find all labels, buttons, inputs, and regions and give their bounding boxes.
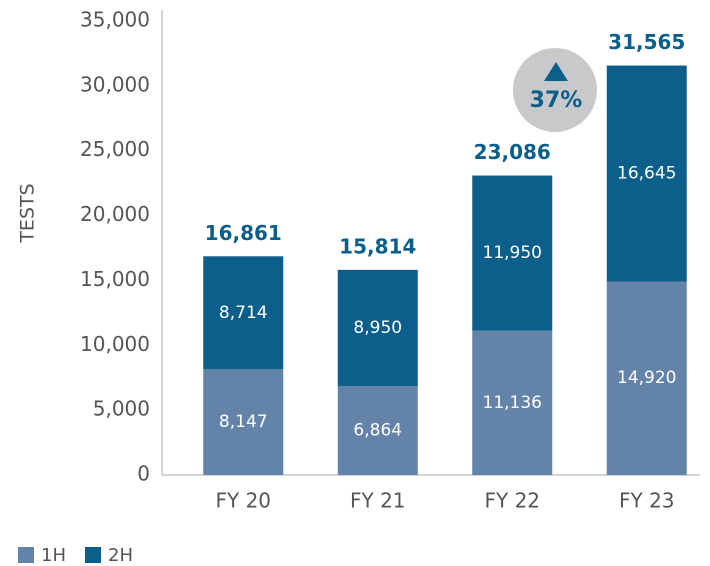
y-tick-label: 5,000 <box>93 397 150 421</box>
y-axis-label: TESTS <box>17 183 39 243</box>
x-tick-label: FY 22 <box>484 489 540 513</box>
total-label: 31,565 <box>608 30 685 54</box>
segment-label: 11,136 <box>483 393 542 413</box>
bar-segment <box>606 65 687 282</box>
annotation-badge <box>513 48 597 132</box>
y-tick-label: 20,000 <box>80 202 150 226</box>
bar-segment <box>337 269 418 386</box>
legend-swatch <box>18 547 34 563</box>
segment-label: 8,714 <box>219 303 268 323</box>
y-tick-label: 0 <box>137 462 150 486</box>
legend-label: 1H <box>41 545 66 566</box>
segment-label: 11,950 <box>483 243 542 263</box>
y-tick-label: 25,000 <box>80 137 150 161</box>
y-tick-label: 15,000 <box>80 267 150 291</box>
legend-swatch <box>85 547 101 563</box>
bar-segment <box>203 369 284 475</box>
segment-label: 14,920 <box>617 368 676 388</box>
up-arrow <box>544 62 568 81</box>
total-label: 23,086 <box>474 140 551 164</box>
bar-segment <box>203 256 284 370</box>
annotation-text: 37% <box>530 88 583 113</box>
x-tick-label: FY 21 <box>350 489 406 513</box>
x-tick-label: FY 20 <box>215 489 271 513</box>
bar-segment <box>472 330 553 475</box>
x-tick-label: FY 23 <box>619 489 675 513</box>
y-tick-label: 10,000 <box>80 332 150 356</box>
bar-segment <box>472 175 553 331</box>
total-label: 16,861 <box>205 221 282 245</box>
y-tick-label: 35,000 <box>80 8 150 32</box>
y-tick-label: 30,000 <box>80 72 150 96</box>
segment-label: 8,147 <box>219 412 268 432</box>
bar-segment <box>606 281 687 475</box>
segment-label: 16,645 <box>617 164 676 184</box>
bar-segment <box>337 385 418 475</box>
legend-label: 2H <box>108 545 133 566</box>
segment-label: 8,950 <box>353 318 402 338</box>
total-label: 15,814 <box>339 234 416 258</box>
segment-label: 6,864 <box>353 420 402 440</box>
